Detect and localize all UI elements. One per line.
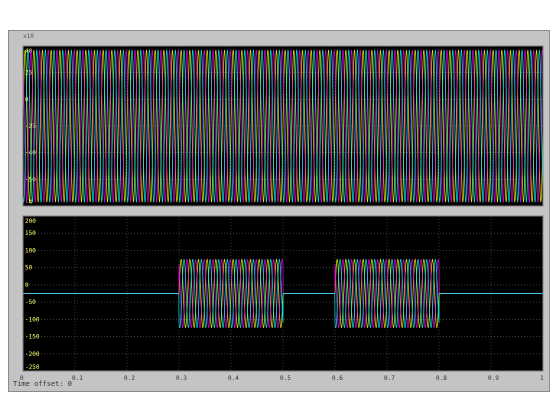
series-3-line [23,258,543,329]
panel-1-frame [22,45,544,207]
x-tick-label: 0.1 [72,375,83,382]
y-tick-label: -150 [25,334,40,341]
y-tick-label: 40 [25,48,33,55]
x-tick-label: 0 [20,375,24,382]
y-tick-label: 25 [25,70,33,77]
scope-plot-area: 40250-25-40-50-4200150100500-50-100-150-… [20,45,544,382]
y-tick-label: -200 [25,351,40,358]
y-tick-label: -25 [25,123,36,130]
x-tick-label: 0.9 [488,375,499,382]
y-tick-label: -50 [25,299,36,306]
x-tick-label: 0.8 [436,375,447,382]
x-tick-label: 0.5 [280,375,291,382]
series-1-line [22,49,544,203]
x-tick-label: 0.4 [228,375,239,382]
y-tick-label: -250 [25,364,40,371]
y-tick-label: 150 [25,230,36,237]
y-tick-label: -100 [25,316,40,323]
series-3-line [22,49,544,203]
scope-window: x10 40 25 0 -25 -40 -50 -4 200 150 100 50 0 -50 -100-… [8,30,550,392]
y-tick-label: 200 [25,218,36,225]
x-tick-label: 1 [540,375,544,382]
y-tick-label: 50 [25,265,33,272]
y-tick-label: -4 [25,199,33,206]
x-tick-label: 0.6 [332,375,343,382]
x-tick-label: 0.2 [124,375,135,382]
status-bar: Time offset: 0 [13,380,73,388]
panel-2-frame [22,215,544,372]
y-tick-label: 0 [25,282,29,289]
x-tick-label: 0.7 [384,375,395,382]
series-2-line [22,49,544,203]
exponent-label: x10 [23,33,34,40]
x-tick-label: 0.3 [176,375,187,382]
y-tick-label: 100 [25,247,36,254]
